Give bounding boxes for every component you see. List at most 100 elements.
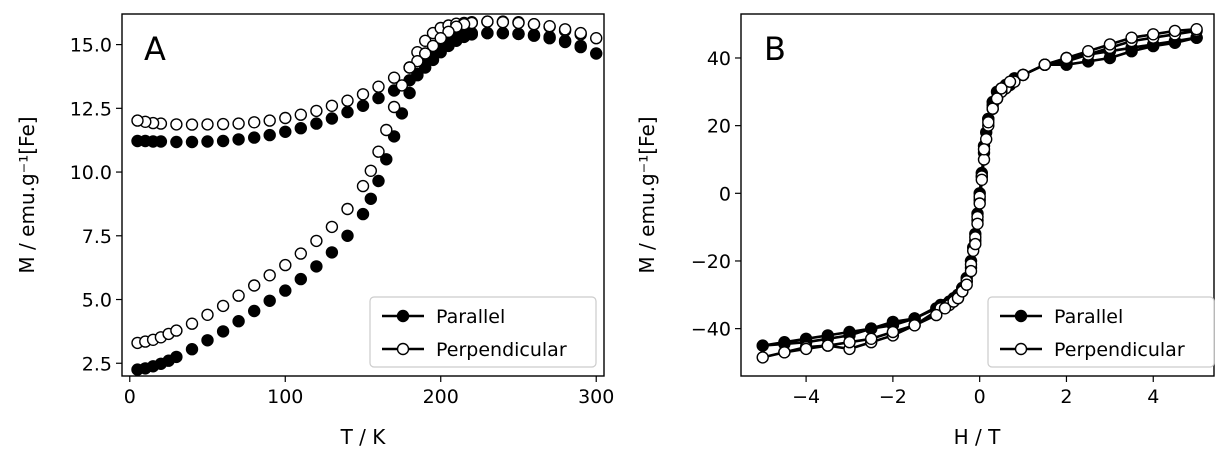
panel-a-point-perpendicular	[294, 108, 307, 121]
panel-a-point-perpendicular	[294, 247, 307, 260]
panel-a-point-perpendicular	[426, 39, 440, 53]
panel-a-x-tick-label: 200	[423, 386, 459, 408]
panel-b-legend-perpendicular: Perpendicular	[1054, 339, 1185, 361]
panel-b-point-perpendicular	[995, 82, 1008, 95]
panel-a-point-perpendicular	[356, 88, 370, 101]
panel-b-point-perpendicular	[1190, 23, 1203, 36]
panel-a-point-parallel	[247, 131, 261, 144]
panel-a-point-parallel	[574, 39, 587, 53]
panel-a-point-perpendicular	[419, 47, 432, 60]
panel-a-x-tick-label: 300	[578, 386, 614, 408]
panel-a-point-parallel	[310, 117, 323, 130]
panel-a-ticks: 0 100 200 300 2.5 5.0 7.5 10.0 12.5 15.0	[70, 35, 615, 408]
panel-a-point-perpendicular	[372, 145, 385, 158]
panel-a-point-perpendicular	[279, 258, 292, 272]
panel-b-point-perpendicular	[938, 302, 952, 315]
panel-a-point-parallel	[590, 47, 603, 60]
panel-a-point-perpendicular	[356, 179, 370, 193]
panel-a-point-perpendicular	[232, 117, 245, 130]
panel-a-point-parallel	[341, 229, 354, 243]
panel-a-legend-perpendicular: Perpendicular	[436, 339, 567, 361]
panel-a-point-perpendicular	[543, 20, 556, 33]
panel-a-point-parallel	[325, 246, 339, 259]
panel-b-point-perpendicular	[1146, 28, 1160, 41]
panel-b-point-perpendicular	[778, 346, 791, 359]
panel-a-point-parallel	[201, 135, 214, 148]
panel-a-point-perpendicular	[481, 15, 494, 28]
panel-a-point-perpendicular	[185, 118, 199, 131]
panel-a-point-perpendicular	[512, 16, 525, 30]
panel-a-point-perpendicular	[247, 279, 261, 292]
panel-a-point-parallel	[481, 26, 494, 40]
panel-b-point-perpendicular	[1168, 24, 1182, 38]
panel-a-point-parallel	[201, 334, 214, 347]
panel-a-point-perpendicular	[387, 71, 401, 84]
panel-a-point-perpendicular	[232, 289, 245, 302]
panel-a-point-parallel	[387, 130, 401, 143]
panel-a-point-parallel	[543, 30, 556, 44]
panel-a-point-perpendicular	[341, 202, 354, 216]
panel-a-point-perpendicular	[364, 164, 377, 178]
panel-a-point-perpendicular	[216, 117, 230, 131]
panel-a-point-parallel	[395, 107, 409, 120]
panel-b-x-tick-label: −4	[792, 386, 820, 408]
panel-b-point-perpendicular	[964, 264, 978, 278]
panel-a-point-parallel	[341, 105, 354, 119]
panel-a-legend-marker-parallel	[396, 309, 410, 323]
panel-a-point-parallel	[232, 315, 245, 328]
panel-b-marks	[756, 23, 1203, 364]
panel-b-point-perpendicular	[1060, 51, 1073, 65]
panel-b-point-perpendicular	[1081, 45, 1095, 58]
panel-b-point-perpendicular	[756, 351, 769, 364]
panel-b-legend-box	[987, 296, 1215, 368]
panel-a-point-perpendicular	[574, 26, 587, 40]
panel-a-plot-frame	[121, 13, 605, 377]
panel-a-y-tick-label: 5.0	[82, 290, 112, 312]
panel-a-point-parallel	[263, 294, 276, 307]
panel-a-point-perpendicular	[310, 104, 323, 118]
panel-a-point-perpendicular	[395, 79, 409, 92]
panel-a-point-parallel	[426, 53, 440, 67]
panel-b-x-tick-label: 0	[974, 386, 986, 408]
panel-a-point-perpendicular	[185, 317, 199, 330]
panel-a-point-parallel	[310, 260, 323, 273]
panel-b-point-perpendicular	[821, 339, 834, 352]
panel-a-point-perpendicular	[310, 234, 323, 248]
panel-a-point-parallel	[356, 207, 370, 221]
panel-b-point-perpendicular	[971, 217, 984, 231]
panel-a-point-perpendicular	[496, 16, 510, 29]
panel-a-point-perpendicular	[201, 118, 214, 131]
panel-b-point-perpendicular	[973, 197, 986, 210]
panel-a-point-perpendicular	[590, 32, 603, 45]
panel-b-point-perpendicular	[843, 336, 856, 349]
panel-a-y-tick-label: 2.5	[82, 353, 112, 375]
panel-b-point-perpendicular	[1016, 68, 1030, 82]
panel-b-point-parallel	[886, 315, 900, 329]
panel-b-point-perpendicular	[1103, 38, 1117, 51]
panel-a-point-parallel	[216, 134, 230, 148]
panel-a-point-parallel	[325, 112, 339, 125]
panel-b-point-perpendicular	[930, 308, 943, 322]
panel-b-y-tick-label: 20	[707, 116, 731, 138]
panel-b-point-perpendicular	[886, 325, 900, 339]
panel-b-point-perpendicular	[960, 278, 973, 291]
panel-a-point-perpendicular	[442, 25, 455, 38]
panel-a-point-perpendicular	[403, 61, 416, 74]
panel-a-point-parallel	[279, 284, 292, 297]
panel-a-point-perpendicular	[170, 118, 183, 131]
panel-a-point-parallel	[185, 343, 199, 356]
panel-a-point-perpendicular	[372, 80, 385, 93]
panel-a-point-parallel	[496, 26, 510, 40]
panel-a-label: A	[144, 30, 166, 68]
panel-a-point-perpendicular	[341, 94, 354, 107]
panel-b-point-parallel	[756, 339, 769, 352]
panel-a-point-parallel	[263, 128, 276, 142]
panel-b-legend: Parallel Perpendicular	[987, 296, 1215, 368]
panel-a-point-parallel	[216, 325, 230, 338]
panel-a-point-parallel	[247, 304, 261, 318]
panel-a-point-parallel	[170, 350, 183, 364]
panel-a-point-parallel	[558, 34, 572, 47]
